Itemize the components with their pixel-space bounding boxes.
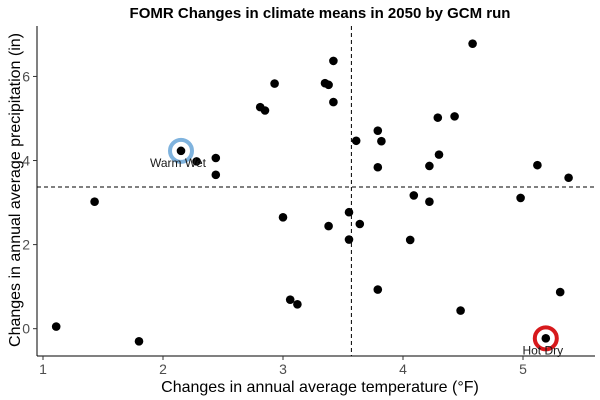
data-point <box>373 285 383 294</box>
data-point <box>211 170 221 180</box>
plot-area: 1 2 3 4 5 0 2 4 6 Warm Wet Hot Dry <box>22 26 595 377</box>
data-point <box>351 136 361 146</box>
data-point <box>270 79 279 88</box>
data-point <box>260 106 270 115</box>
data-point <box>192 157 201 166</box>
data-point <box>456 306 465 315</box>
data-point <box>344 207 354 217</box>
data-point <box>355 219 365 229</box>
data-point <box>176 146 186 156</box>
x-axis-title: Changes in annual average temperature (°… <box>161 379 479 396</box>
data-point <box>377 136 386 146</box>
x-tick-label: 4 <box>399 361 407 377</box>
highlight-label: Hot Dry <box>522 343 563 357</box>
data-point <box>373 126 383 135</box>
data-point <box>324 221 333 231</box>
data-point <box>434 150 444 159</box>
highlight-ring <box>168 137 194 164</box>
data-point <box>433 113 443 122</box>
x-tick-label: 3 <box>279 361 287 377</box>
data-point <box>405 235 415 245</box>
data-point <box>425 161 434 171</box>
data-point <box>90 197 99 207</box>
data-point <box>324 80 333 90</box>
data-point <box>285 295 295 304</box>
y-tick-label: 2 <box>22 237 30 253</box>
data-point <box>211 153 221 163</box>
highlight-ring <box>532 325 559 352</box>
data-point <box>278 212 288 222</box>
x-tick-label: 1 <box>39 361 47 377</box>
data-point <box>329 56 338 66</box>
data-point <box>409 191 419 200</box>
x-tick-label: 5 <box>519 361 527 377</box>
y-tick-label: 4 <box>22 153 30 169</box>
x-tick-label: 2 <box>159 361 167 377</box>
data-point <box>425 197 434 207</box>
data-point <box>450 112 459 121</box>
data-point <box>373 162 383 172</box>
data-point <box>555 287 565 297</box>
y-tick-label: 6 <box>22 68 30 84</box>
data-point <box>329 97 338 107</box>
data-point <box>541 334 551 343</box>
data-point <box>293 299 302 309</box>
data-point <box>564 173 573 183</box>
highlight-label: Warm Wet <box>150 156 207 170</box>
data-point <box>533 160 542 170</box>
data-point <box>134 336 144 346</box>
data-point <box>51 322 61 331</box>
y-tick-label: 0 <box>22 321 30 337</box>
data-point <box>468 39 477 48</box>
data-point <box>516 193 525 203</box>
data-point <box>344 235 354 244</box>
chart-title: FOMR Changes in climate means in 2050 by… <box>130 5 511 22</box>
y-axis-title: Changes in annual average precipitation … <box>7 33 24 347</box>
